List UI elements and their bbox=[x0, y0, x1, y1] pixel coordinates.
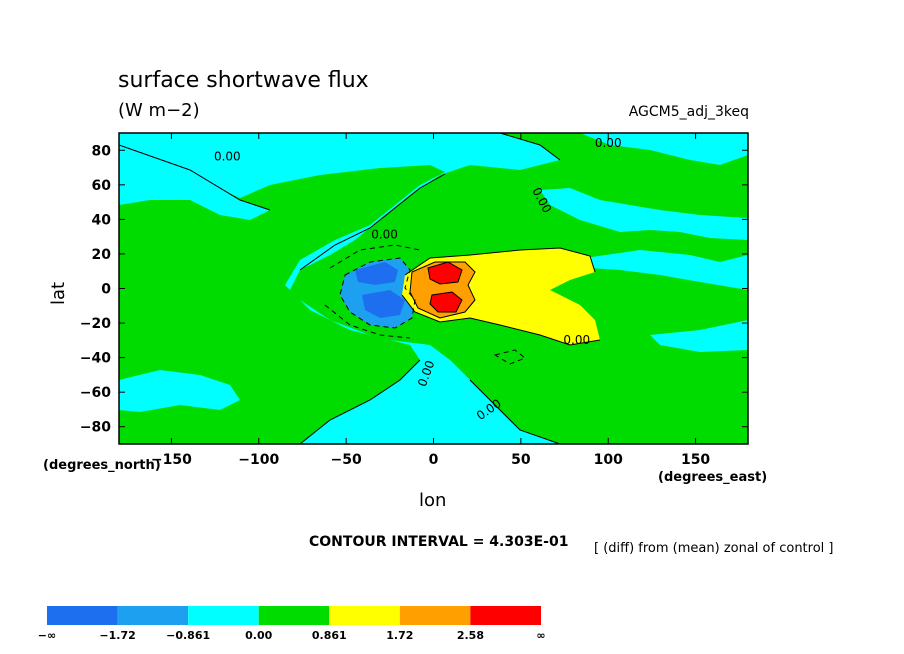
x-tick-label: −50 bbox=[331, 452, 362, 468]
cyan-region-east bbox=[585, 250, 748, 290]
contour-line bbox=[119, 144, 271, 211]
contour-line bbox=[404, 247, 596, 276]
contour-line bbox=[299, 173, 446, 271]
colorbar-label: 1.72 bbox=[386, 629, 413, 642]
x-tick-label: 150 bbox=[681, 452, 710, 468]
y-tick-label: 20 bbox=[92, 247, 112, 263]
red-region-north bbox=[428, 262, 462, 284]
y-ticks: 80 60 40 20 0 −20 −40 −60 −80 bbox=[80, 143, 748, 436]
y-tick-label: −20 bbox=[80, 316, 111, 332]
model-label: AGCM5_adj_3keq bbox=[628, 104, 749, 120]
deep-blue-region-south bbox=[362, 290, 405, 318]
colorbar-swatch bbox=[188, 606, 259, 625]
colorbar-swatch bbox=[117, 606, 189, 625]
contour-line bbox=[401, 294, 601, 346]
x-tick-label: 100 bbox=[594, 452, 623, 468]
cyan-region-sw bbox=[119, 370, 240, 412]
contour-value-label: 0.00 bbox=[214, 150, 241, 164]
colorbar-label: 0.00 bbox=[245, 629, 272, 642]
colorbar-label: 2.58 bbox=[457, 629, 484, 642]
contour-value-label: 0.00 bbox=[595, 136, 622, 150]
dashed-contour-line bbox=[339, 257, 416, 329]
colorbar-swatch bbox=[47, 606, 118, 625]
chart-title: surface shortwave flux bbox=[118, 68, 369, 93]
contour-line bbox=[429, 291, 463, 313]
contour-line bbox=[427, 261, 463, 285]
y-tick-label: 80 bbox=[92, 143, 112, 159]
deep-blue-region-north bbox=[355, 262, 398, 285]
x-axis-units: (degrees_east) bbox=[658, 470, 768, 485]
chart-units: (W m−2) bbox=[118, 100, 200, 121]
cyan-region-east2 bbox=[540, 188, 748, 240]
contour-value-label: 0.00 bbox=[371, 227, 398, 241]
dashed-contour-line bbox=[493, 349, 526, 365]
cyan-region-south bbox=[300, 360, 560, 444]
field-fill bbox=[119, 133, 748, 444]
y-tick-label: −80 bbox=[80, 420, 111, 436]
contour-line bbox=[469, 379, 561, 444]
y-tick-label: 0 bbox=[101, 282, 111, 298]
x-tick-label: 50 bbox=[511, 452, 531, 468]
colorbar-swatch bbox=[399, 606, 471, 625]
colorbar-label: 0.861 bbox=[312, 629, 347, 642]
x-ticks: −150 −100 −50 0 50 100 150 bbox=[151, 133, 710, 468]
colorbar-label: −0.861 bbox=[166, 629, 210, 642]
cyan-region-nw bbox=[119, 145, 270, 220]
colorbar-swatch bbox=[258, 606, 330, 625]
y-tick-label: 40 bbox=[92, 212, 112, 228]
cyan-region-se bbox=[650, 320, 748, 352]
red-region-south bbox=[430, 292, 462, 312]
dashed-contour-line bbox=[324, 304, 411, 339]
colorbar-label: −1.72 bbox=[99, 629, 135, 642]
x-tick-label: 0 bbox=[429, 452, 439, 468]
contour-line bbox=[499, 133, 561, 161]
colorbar-label: ∞ bbox=[536, 629, 545, 642]
x-tick-label: −150 bbox=[151, 452, 192, 468]
contour-value-label: 0.00 bbox=[563, 333, 590, 347]
y-tick-label: 60 bbox=[92, 178, 112, 194]
colorbar-swatch bbox=[470, 606, 541, 625]
x-axis-label: lon bbox=[419, 490, 447, 511]
x-tick-label: −100 bbox=[238, 452, 279, 468]
contour-line bbox=[299, 359, 421, 444]
colorbar-swatch bbox=[329, 606, 400, 625]
y-tick-label: −40 bbox=[80, 351, 111, 367]
contour-line bbox=[409, 261, 476, 319]
y-tick-label: −60 bbox=[80, 385, 111, 401]
cyan-region-ne bbox=[580, 133, 748, 165]
contour-interval: CONTOUR INTERVAL = 4.303E-01 bbox=[309, 534, 569, 550]
y-axis-units: (degrees_north) bbox=[43, 458, 161, 473]
colorbar-label: −∞ bbox=[38, 629, 56, 642]
dashed-contour-line bbox=[329, 244, 421, 269]
colorbar: −∞ −1.72 −0.861 0.00 0.861 1.72 2.58 ∞ bbox=[38, 606, 546, 642]
diff-note: [ (diff) from (mean) zonal of control ] bbox=[594, 541, 834, 556]
